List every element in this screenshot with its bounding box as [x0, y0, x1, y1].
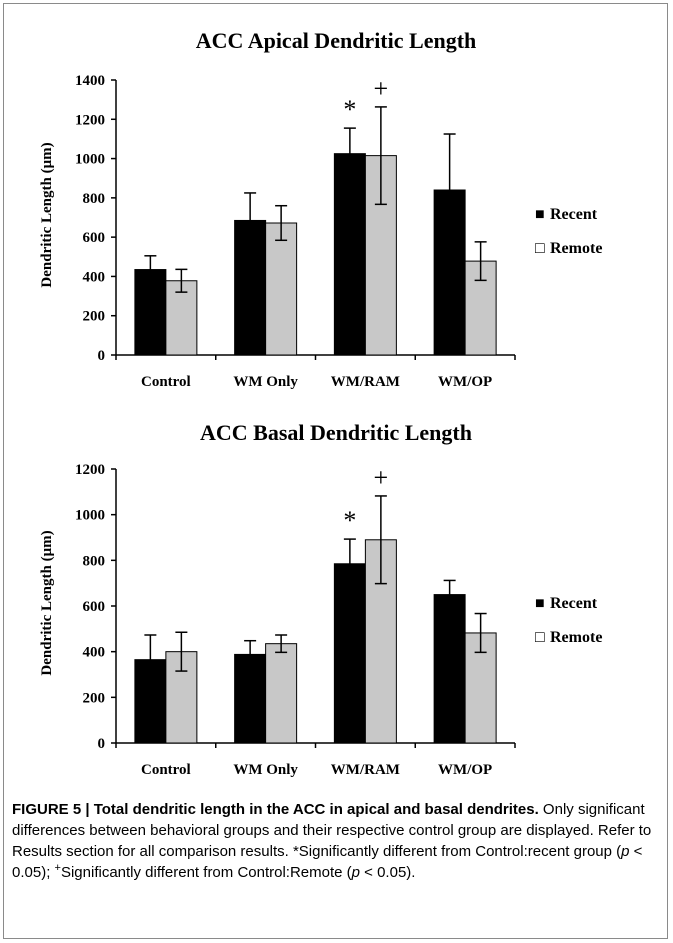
significance-asterisk: * — [343, 95, 356, 124]
caption-body-3: Significantly different from Control:Rem… — [60, 864, 352, 881]
bar-recent-wm-ram — [333, 563, 366, 744]
chart-apical-ylabel: Dendritic Length (μm) — [39, 142, 55, 287]
x-tick-label: WM/RAM — [331, 762, 400, 778]
chart-apical-title: ACC Apical Dendritic Length — [196, 28, 477, 53]
y-tick-label: 1400 — [75, 73, 105, 89]
legend-remote-label: Remote — [550, 240, 602, 257]
legend-remote-marker: □ — [535, 240, 545, 257]
y-tick-label: 400 — [83, 645, 106, 661]
legend-recent-label: Recent — [550, 595, 598, 612]
chart-basal-legend: ■ Recent □ Remote — [535, 595, 602, 646]
chart-basal: ACC Basal Dendritic Length Dendritic Len… — [39, 420, 602, 778]
y-tick-label: 0 — [98, 736, 106, 752]
y-tick-label: 1200 — [75, 112, 105, 128]
y-tick-label: 200 — [83, 309, 106, 325]
x-tick-label: WM/OP — [438, 762, 492, 778]
figure-charts: ACC Apical Dendritic Length Dendritic Le… — [39, 28, 602, 778]
chart-apical-legend: ■ Recent □ Remote — [535, 206, 602, 257]
legend-remote-label: Remote — [550, 629, 602, 646]
chart-basal-title: ACC Basal Dendritic Length — [200, 420, 472, 445]
x-tick-label: WM Only — [233, 374, 298, 390]
bar-remote-wm-only — [265, 222, 298, 356]
bar-remote-wm-only — [265, 643, 298, 744]
bar-recent-wm-ram — [333, 153, 366, 356]
x-tick-label: WM/OP — [438, 374, 492, 390]
legend-recent-marker: ■ — [535, 595, 545, 612]
caption-p-symbol-2: p — [351, 864, 360, 881]
y-tick-label: 600 — [83, 599, 106, 615]
significance-plus: + — [374, 463, 389, 492]
x-tick-label: Control — [141, 762, 191, 778]
y-tick-label: 800 — [83, 191, 106, 207]
y-tick-label: 200 — [83, 690, 106, 706]
caption-p-symbol-1: p — [621, 843, 630, 860]
significance-plus: + — [374, 74, 389, 103]
bar-remote-control — [165, 280, 198, 356]
figure-caption: FIGURE 5 | Total dendritic length in the… — [12, 799, 662, 883]
y-tick-label: 600 — [83, 230, 106, 246]
legend-recent-marker: ■ — [535, 206, 545, 223]
caption-body-4: < 0.05). — [360, 864, 416, 881]
x-tick-label: WM Only — [233, 762, 298, 778]
y-tick-label: 0 — [98, 348, 106, 364]
y-tick-label: 1000 — [75, 152, 105, 168]
bar-recent-wm-op — [433, 594, 466, 744]
chart-basal-ylabel: Dendritic Length (μm) — [39, 530, 55, 675]
x-tick-label: WM/RAM — [331, 374, 400, 390]
significance-asterisk: * — [343, 506, 356, 535]
legend-recent-label: Recent — [550, 206, 598, 223]
caption-body-2: < 0.05); — [12, 843, 643, 881]
chart-apical: ACC Apical Dendritic Length Dendritic Le… — [39, 28, 602, 390]
figure-frame — [3, 3, 668, 939]
y-tick-label: 1200 — [75, 462, 105, 478]
y-tick-label: 800 — [83, 553, 106, 569]
x-tick-label: Control — [141, 374, 191, 390]
caption-heading: FIGURE 5 | Total dendritic length in the… — [12, 801, 539, 818]
caption-body-1: Only significant differences between beh… — [12, 801, 652, 860]
legend-remote-marker: □ — [535, 629, 545, 646]
y-tick-label: 1000 — [75, 508, 105, 524]
bar-recent-wm-only — [234, 653, 267, 744]
caption-plus-symbol: + — [54, 862, 61, 874]
y-tick-label: 400 — [83, 269, 106, 285]
